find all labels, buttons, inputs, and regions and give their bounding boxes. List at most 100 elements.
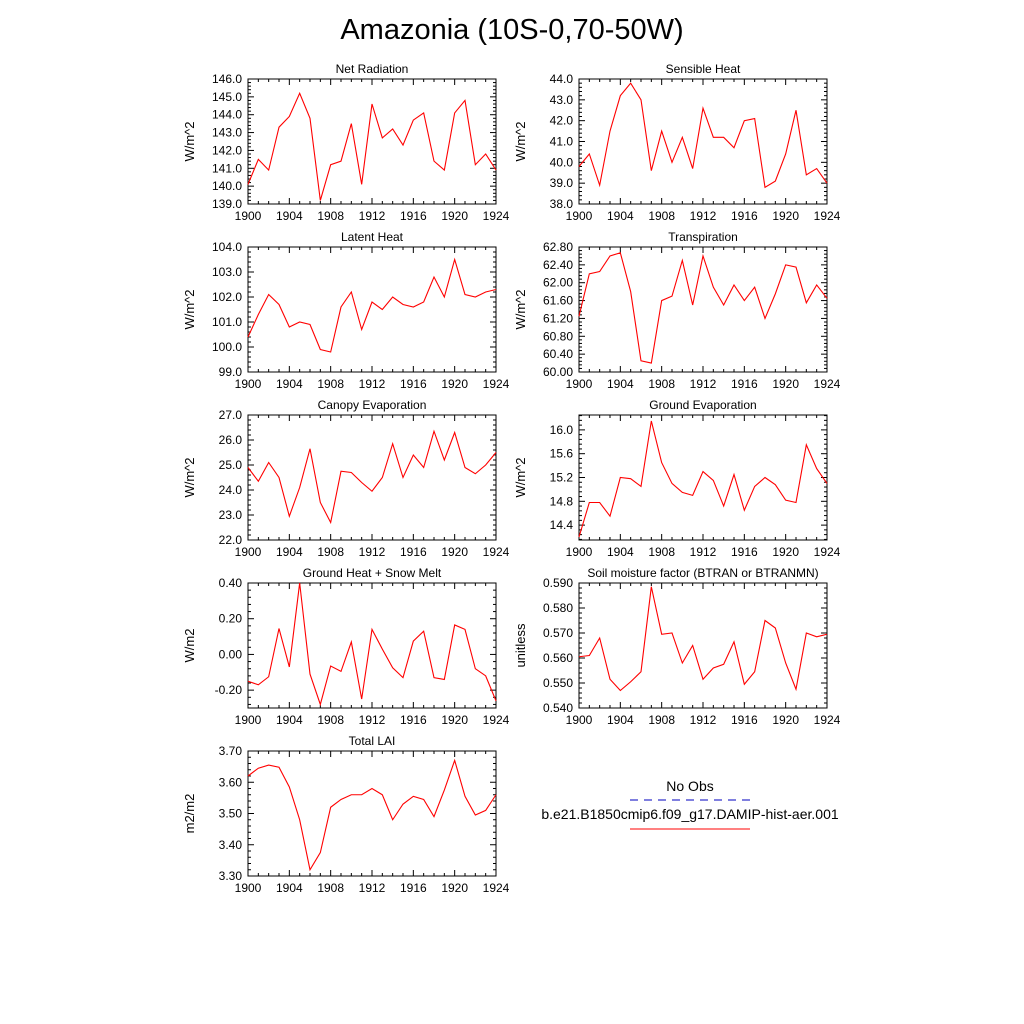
series-line xyxy=(247,582,497,707)
x-tick-label: 1912 xyxy=(359,377,386,391)
y-tick-label: 14.4 xyxy=(550,518,574,532)
y-tick-label: 145.0 xyxy=(212,90,242,104)
x-tick-label: 1920 xyxy=(772,209,799,223)
y-tick-label: 0.570 xyxy=(543,626,573,640)
panel-title: Ground Heat + Snow Melt xyxy=(303,566,442,580)
x-tick-label: 1904 xyxy=(607,209,634,223)
panel-title: Soil moisture factor (BTRAN or BTRANMN) xyxy=(587,566,818,580)
x-tick-label: 1908 xyxy=(317,377,344,391)
panel-title: Ground Evaporation xyxy=(649,398,756,412)
y-axis-label: W/m^2 xyxy=(513,457,528,497)
y-tick-label: 61.60 xyxy=(543,294,573,308)
y-tick-label: 26.0 xyxy=(219,433,243,447)
x-tick-label: 1904 xyxy=(607,545,634,559)
panel-title: Sensible Heat xyxy=(666,62,741,76)
y-tick-label: 3.60 xyxy=(219,775,243,789)
x-tick-label: 1920 xyxy=(772,545,799,559)
y-tick-label: 103.0 xyxy=(212,265,242,279)
series-line xyxy=(578,252,828,364)
y-tick-label: 38.0 xyxy=(550,197,574,211)
x-tick-label: 1904 xyxy=(607,713,634,727)
x-tick-label: 1916 xyxy=(731,713,758,727)
x-tick-label: 1900 xyxy=(566,377,593,391)
legend-line-model xyxy=(630,828,750,830)
x-tick-label: 1916 xyxy=(400,209,427,223)
y-tick-label: 144.0 xyxy=(212,108,242,122)
panel-title: Latent Heat xyxy=(341,230,404,244)
plot-frame xyxy=(578,414,828,541)
x-tick-label: 1916 xyxy=(400,713,427,727)
legend-entry-model: b.e21.B1850cmip6.f09_g17.DAMIP-hist-aer.… xyxy=(541,806,839,822)
x-tick-label: 1920 xyxy=(441,545,468,559)
y-tick-label: 60.00 xyxy=(543,365,573,379)
plot-frame xyxy=(247,750,497,877)
x-tick-label: 1924 xyxy=(483,713,510,727)
y-tick-label: 44.0 xyxy=(550,72,574,86)
y-tick-label: 3.40 xyxy=(219,838,243,852)
y-tick-label: 24.0 xyxy=(219,483,243,497)
x-tick-label: 1900 xyxy=(235,881,262,895)
x-tick-label: 1912 xyxy=(690,713,717,727)
plot-frame xyxy=(247,78,497,205)
x-tick-label: 1900 xyxy=(566,545,593,559)
y-tick-label: 0.550 xyxy=(543,676,573,690)
y-tick-label: 3.50 xyxy=(219,807,243,821)
y-tick-label: 39.0 xyxy=(550,176,574,190)
y-tick-label: 62.80 xyxy=(543,240,573,254)
x-tick-label: 1908 xyxy=(648,545,675,559)
y-tick-label: 100.0 xyxy=(212,340,242,354)
x-tick-label: 1916 xyxy=(400,881,427,895)
x-tick-label: 1924 xyxy=(483,209,510,223)
y-tick-label: 60.40 xyxy=(543,347,573,361)
y-tick-label: 15.2 xyxy=(550,471,574,485)
y-tick-label: 142.0 xyxy=(212,143,242,157)
y-tick-label: 40.0 xyxy=(550,155,574,169)
x-tick-label: 1912 xyxy=(690,545,717,559)
x-tick-label: 1916 xyxy=(400,545,427,559)
panel-title: Canopy Evaporation xyxy=(318,398,427,412)
x-tick-label: 1916 xyxy=(731,209,758,223)
y-axis-label: unitless xyxy=(513,623,528,668)
y-tick-label: 140.0 xyxy=(212,179,242,193)
panel-title: Total LAI xyxy=(349,734,396,748)
series-line xyxy=(578,586,828,692)
x-tick-label: 1920 xyxy=(441,881,468,895)
x-tick-label: 1908 xyxy=(317,209,344,223)
x-tick-label: 1908 xyxy=(648,209,675,223)
x-tick-label: 1920 xyxy=(441,377,468,391)
x-tick-label: 1912 xyxy=(359,713,386,727)
x-tick-label: 1908 xyxy=(317,713,344,727)
x-tick-label: 1908 xyxy=(317,545,344,559)
plot-frame xyxy=(247,246,497,373)
x-tick-label: 1908 xyxy=(317,881,344,895)
y-tick-label: 14.8 xyxy=(550,494,574,508)
x-tick-label: 1912 xyxy=(359,881,386,895)
y-tick-label: -0.20 xyxy=(215,683,243,697)
y-tick-label: 99.0 xyxy=(219,365,243,379)
y-axis-label: m2/m2 xyxy=(182,794,197,834)
series-line xyxy=(247,257,497,353)
legend-entry-no-obs: No Obs xyxy=(666,778,714,794)
x-tick-label: 1924 xyxy=(483,545,510,559)
y-axis-label: W/m2 xyxy=(182,629,197,663)
y-tick-label: 25.0 xyxy=(219,458,243,472)
x-tick-label: 1912 xyxy=(690,377,717,391)
x-tick-label: 1920 xyxy=(772,713,799,727)
y-tick-label: 60.80 xyxy=(543,329,573,343)
series-line xyxy=(247,91,497,201)
y-tick-label: 15.6 xyxy=(550,447,574,461)
x-tick-label: 1912 xyxy=(690,209,717,223)
legend-line-no-obs xyxy=(630,799,750,801)
y-tick-label: 62.40 xyxy=(543,258,573,272)
y-tick-label: 16.0 xyxy=(550,423,574,437)
x-tick-label: 1920 xyxy=(441,209,468,223)
y-tick-label: 0.20 xyxy=(219,612,243,626)
x-tick-label: 1920 xyxy=(772,377,799,391)
series-line xyxy=(247,429,497,525)
series-line xyxy=(578,82,828,189)
x-tick-label: 1924 xyxy=(814,209,841,223)
x-tick-label: 1924 xyxy=(814,377,841,391)
x-tick-label: 1904 xyxy=(276,209,303,223)
plot-frame xyxy=(247,414,497,541)
y-tick-label: 23.0 xyxy=(219,508,243,522)
